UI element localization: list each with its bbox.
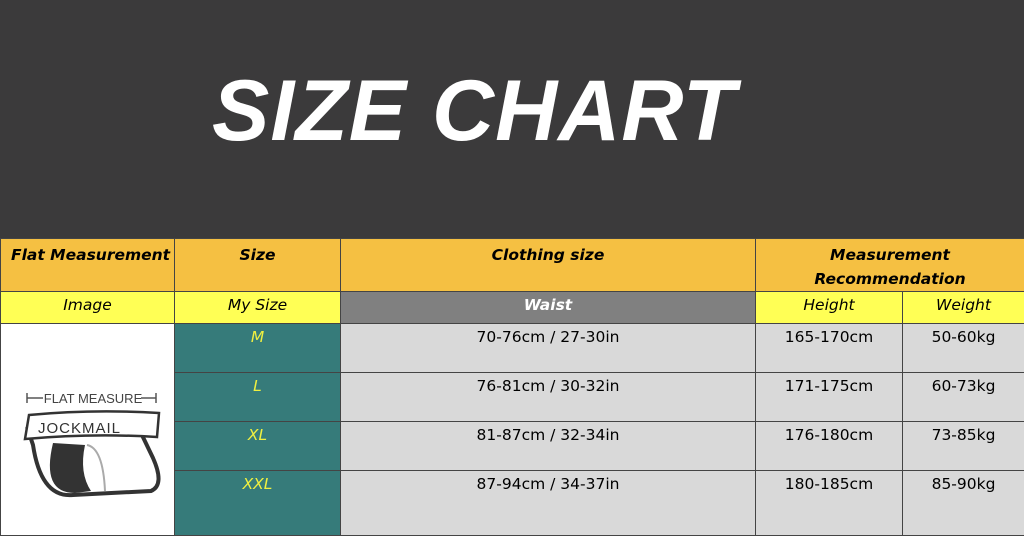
weight-cell: 60-73kg: [903, 373, 1024, 422]
header-clothing-size: Clothing size: [341, 239, 756, 292]
waist-cell: 87-94cm / 34-37in: [341, 471, 756, 536]
brand-label: JOCKMAIL: [38, 420, 121, 437]
jockstrap-illustration-icon: FLAT MEASURE JOCKMAIL: [13, 353, 163, 503]
header-measurement-recommendation: Measurement Recommendation: [756, 239, 1024, 292]
subheader-my-size: My Size: [175, 292, 341, 324]
weight-cell: 85-90kg: [903, 471, 1024, 536]
weight-cell: 73-85kg: [903, 422, 1024, 471]
size-cell: XXL: [175, 471, 341, 536]
size-cell: XL: [175, 422, 341, 471]
size-table: Flat Measurement Size Clothing size Meas…: [0, 238, 1024, 536]
page-title: SIZE CHART: [212, 62, 736, 161]
waist-cell: 76-81cm / 30-32in: [341, 373, 756, 422]
weight-cell: 50-60kg: [903, 324, 1024, 373]
subheader-height: Height: [756, 292, 903, 324]
title-banner: SIZE CHART: [0, 0, 1024, 238]
height-cell: 180-185cm: [756, 471, 903, 536]
size-cell: L: [175, 373, 341, 422]
height-cell: 165-170cm: [756, 324, 903, 373]
waist-cell: 70-76cm / 27-30in: [341, 324, 756, 373]
subheader-row: Image My Size Waist Height Weight: [1, 292, 1024, 324]
header-size: Size: [175, 239, 341, 292]
size-cell: M: [175, 324, 341, 373]
height-cell: 176-180cm: [756, 422, 903, 471]
header-flat-measurement: Flat Measurement: [1, 239, 175, 292]
product-image: FLAT MEASURE JOCKMAIL: [1, 324, 175, 536]
subheader-weight: Weight: [903, 292, 1024, 324]
header-row: Flat Measurement Size Clothing size Meas…: [1, 239, 1024, 292]
table-row: FLAT MEASURE JOCKMAIL M 70-76cm / 27-30i…: [1, 324, 1024, 373]
waist-cell: 81-87cm / 32-34in: [341, 422, 756, 471]
height-cell: 171-175cm: [756, 373, 903, 422]
subheader-waist: Waist: [341, 292, 756, 324]
subheader-image: Image: [1, 292, 175, 324]
flat-measure-caption: FLAT MEASURE: [43, 391, 142, 406]
